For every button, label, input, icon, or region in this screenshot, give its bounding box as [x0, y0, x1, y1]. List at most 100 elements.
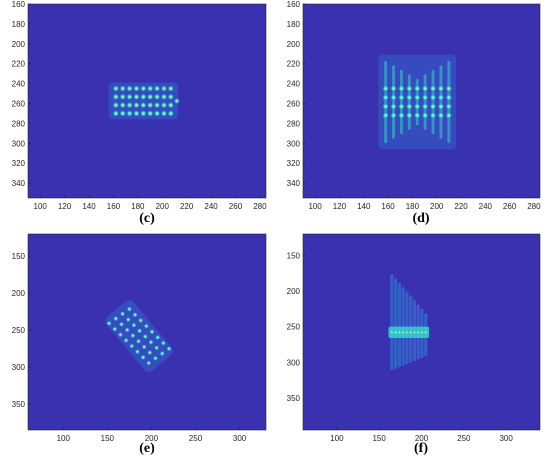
streak [392, 65, 396, 139]
y-tick-label: 150 [287, 251, 301, 260]
streak [423, 74, 427, 130]
spot [406, 94, 413, 101]
streak [399, 69, 403, 135]
spot [129, 343, 135, 349]
y-tick-label: 160 [287, 0, 301, 9]
x-tick-label: 120 [58, 202, 72, 211]
spot [137, 328, 143, 334]
spot [153, 101, 161, 109]
spot [131, 322, 137, 328]
spot [396, 329, 402, 335]
x-tick-label: 280 [253, 202, 267, 211]
x-tick-label: 100 [34, 202, 48, 211]
spot [154, 345, 160, 351]
x-tick-label: 150 [101, 434, 115, 443]
y-tick-label: 300 [12, 363, 26, 372]
spot [421, 103, 429, 110]
spot [382, 85, 389, 92]
spot [414, 112, 421, 119]
x-tick-label: 140 [357, 202, 371, 211]
spot [398, 103, 405, 110]
spot [112, 110, 120, 117]
y-tick-label: 200 [287, 40, 301, 49]
halo [108, 82, 179, 120]
spot [390, 94, 397, 101]
spot [429, 112, 437, 119]
x-tick-label: 140 [82, 202, 96, 211]
spot [147, 110, 154, 117]
spot [382, 112, 389, 119]
spot [400, 329, 406, 335]
spot [445, 103, 453, 110]
spot [112, 101, 120, 109]
spot [414, 94, 421, 101]
streak [384, 60, 388, 144]
spot [119, 101, 126, 109]
y-tick-label: 350 [12, 400, 26, 409]
panel-e: 100 150 200 250 300 150 200 250 300 350 (e) [12, 233, 267, 456]
spot [429, 85, 437, 92]
x-tick-label: 200 [156, 202, 170, 211]
spot [130, 333, 136, 339]
panel-e-intensity-spots [105, 300, 173, 372]
halo [378, 54, 457, 150]
spot [140, 101, 147, 109]
spot [445, 112, 453, 119]
spot [126, 101, 133, 109]
spot [390, 103, 397, 110]
x-tick-label: 200 [430, 202, 444, 211]
spot [135, 338, 142, 344]
panel-d-y-ticks: 160 180 200 220 240 260 280 300 320 340 [287, 0, 306, 188]
panel-e-caption: (e) [139, 441, 155, 456]
spot [152, 355, 159, 361]
y-tick-label: 280 [12, 119, 26, 128]
spot [414, 103, 421, 110]
spot [147, 101, 154, 109]
spot [112, 85, 120, 92]
spot [160, 340, 166, 346]
panel-f: 100 150 200 250 300 150 200 250 300 350 (f) [287, 233, 541, 456]
streak [397, 282, 401, 368]
x-tick-label: 300 [499, 434, 513, 443]
spot [126, 306, 132, 312]
panel-d-axes-frame [302, 3, 541, 199]
spot [421, 112, 429, 119]
panel-d: 100 120 140 160 180 200 220 240 260 280 160 180 200… [287, 0, 542, 226]
spot [140, 85, 147, 92]
streak [447, 60, 451, 144]
spot [140, 93, 147, 101]
spot [153, 93, 161, 101]
spot [382, 94, 389, 101]
spot [126, 85, 133, 92]
spot [119, 110, 126, 117]
spot [445, 85, 453, 92]
spot [133, 93, 140, 101]
spot [124, 327, 130, 333]
x-tick-label: 260 [229, 202, 243, 211]
panel-f-x-ticks: 100 150 200 250 300 [330, 427, 513, 443]
spot [106, 320, 112, 326]
x-tick-label: 120 [333, 202, 347, 211]
spot [167, 110, 174, 117]
spot [148, 339, 154, 345]
y-tick-label: 180 [12, 20, 26, 29]
spot [414, 85, 421, 92]
spot [126, 110, 133, 117]
panel-d-x-ticks: 100 120 140 160 180 200 220 240 260 280 [308, 195, 541, 211]
y-tick-label: 200 [12, 289, 26, 298]
spot [159, 350, 165, 357]
spot [167, 85, 174, 92]
spot [133, 110, 140, 117]
y-tick-label: 260 [287, 99, 301, 108]
streak [439, 65, 443, 139]
spot [389, 329, 395, 335]
spot [149, 329, 155, 335]
y-tick-label: 200 [287, 287, 301, 296]
streak [431, 69, 435, 135]
spot [421, 85, 429, 92]
panel-c: 100 120 140 160 180 200 220 240 260 280 160 180 200… [12, 0, 267, 226]
streak [407, 74, 411, 130]
spot [142, 333, 148, 340]
spot [125, 316, 131, 323]
spot [160, 85, 168, 92]
